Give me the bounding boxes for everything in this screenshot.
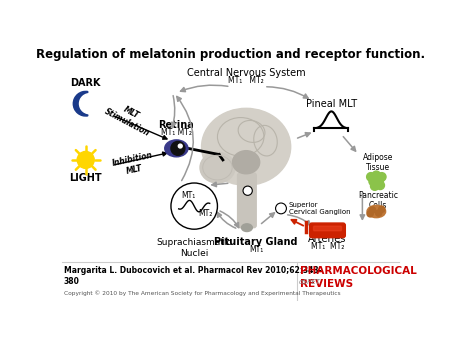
Circle shape [372, 171, 381, 179]
Wedge shape [73, 91, 88, 116]
Circle shape [375, 176, 384, 184]
Text: LIGHT: LIGHT [69, 173, 102, 183]
Circle shape [171, 183, 217, 229]
Circle shape [178, 144, 182, 148]
Text: Superior
Cervical Ganglion: Superior Cervical Ganglion [289, 202, 351, 215]
Ellipse shape [165, 140, 188, 157]
Text: Central Nervous System: Central Nervous System [187, 68, 306, 78]
Text: Retina: Retina [158, 120, 194, 130]
Circle shape [171, 141, 185, 155]
Circle shape [378, 173, 386, 181]
Circle shape [369, 207, 376, 213]
Circle shape [376, 181, 384, 190]
Text: αSPET: αSPET [299, 279, 321, 285]
Circle shape [370, 182, 379, 190]
Text: MT₁: MT₁ [181, 191, 195, 200]
Text: MT₁: MT₁ [249, 245, 263, 254]
Text: Pancreatic
Cells: Pancreatic Cells [358, 191, 398, 211]
Circle shape [275, 203, 287, 214]
Ellipse shape [242, 224, 252, 232]
Circle shape [77, 151, 94, 168]
Text: PHARMACOLOGICAL
REVIEWS: PHARMACOLOGICAL REVIEWS [301, 266, 417, 289]
Text: Margarita L. Dubocovich et al. Pharmacol Rev 2010;62:343-
380: Margarita L. Dubocovich et al. Pharmacol… [64, 266, 322, 286]
Circle shape [378, 206, 385, 212]
Text: Suprachiasmatic
Nuclei: Suprachiasmatic Nuclei [157, 238, 232, 258]
Text: Pineal MLT: Pineal MLT [306, 99, 357, 109]
Text: MT₁  MT₂: MT₁ MT₂ [311, 242, 344, 251]
Circle shape [367, 173, 375, 181]
Circle shape [376, 210, 382, 216]
Text: Regulation of melatonin production and receptor function.: Regulation of melatonin production and r… [36, 48, 425, 61]
Text: MT₂: MT₂ [198, 209, 212, 218]
Ellipse shape [367, 206, 386, 218]
Text: Arteries: Arteries [308, 234, 346, 244]
Circle shape [243, 186, 252, 195]
Text: Adipose
Tissue: Adipose Tissue [363, 152, 393, 172]
Circle shape [367, 211, 373, 217]
Text: Inhibition
MLT: Inhibition MLT [112, 151, 156, 178]
FancyBboxPatch shape [310, 223, 345, 238]
Ellipse shape [173, 142, 183, 150]
Text: MLT
Stimulation: MLT Stimulation [103, 97, 156, 138]
Circle shape [369, 177, 378, 186]
FancyBboxPatch shape [238, 173, 256, 228]
Text: DARK: DARK [71, 78, 101, 88]
Ellipse shape [233, 151, 260, 174]
FancyBboxPatch shape [314, 226, 342, 231]
Text: MT₁ MT₂: MT₁ MT₂ [161, 128, 192, 138]
Ellipse shape [200, 152, 235, 183]
Wedge shape [80, 94, 91, 114]
Text: Copyright © 2010 by The American Society for Pharmacology and Experimental Thera: Copyright © 2010 by The American Society… [64, 291, 341, 296]
Text: Pituitary Gland: Pituitary Gland [215, 237, 298, 247]
Ellipse shape [202, 108, 291, 185]
Text: MT₁   MT₂: MT₁ MT₂ [228, 76, 264, 85]
